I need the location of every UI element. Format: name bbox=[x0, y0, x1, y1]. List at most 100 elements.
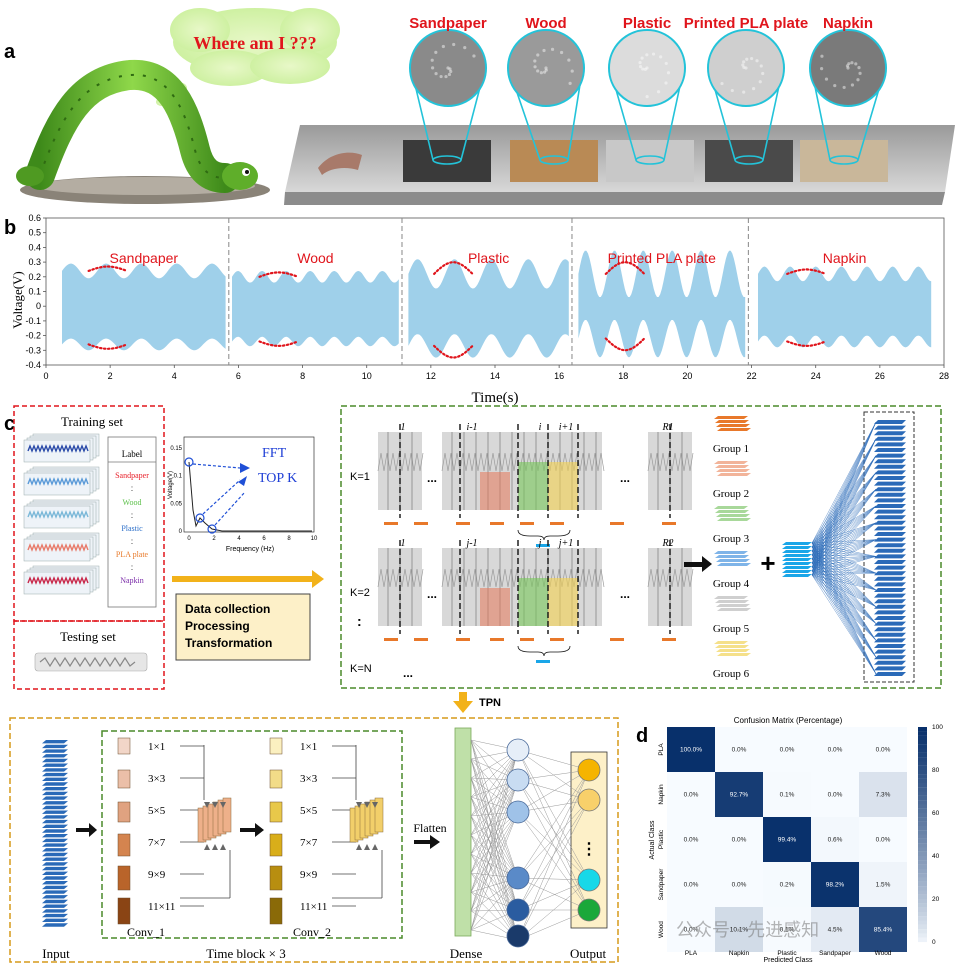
row-ellipsis: ... bbox=[427, 471, 437, 485]
fc-link bbox=[811, 489, 877, 544]
input-sheet bbox=[42, 909, 68, 913]
label-dots: : bbox=[131, 537, 133, 546]
input-sheet bbox=[42, 805, 68, 810]
highlight-current bbox=[518, 462, 548, 510]
texture-speck bbox=[434, 72, 438, 76]
input-sheet bbox=[42, 857, 68, 861]
big-sheet bbox=[874, 436, 906, 441]
colorbar-step bbox=[918, 752, 927, 758]
input-sheet bbox=[42, 852, 68, 857]
stack-signal bbox=[27, 510, 89, 519]
token bbox=[414, 638, 428, 641]
group-arrow bbox=[684, 556, 712, 572]
fc-link bbox=[811, 455, 877, 552]
fc-link bbox=[811, 505, 877, 564]
output-link bbox=[517, 879, 590, 911]
fc-link bbox=[811, 472, 877, 556]
topk-text: TOP K bbox=[258, 471, 297, 486]
output-node bbox=[577, 788, 601, 812]
cm-cell-label: 92.7% bbox=[730, 792, 749, 799]
cm-cell bbox=[667, 862, 715, 907]
cm-cell bbox=[763, 862, 811, 907]
colorbar-step bbox=[918, 894, 927, 900]
kernel-4 bbox=[117, 865, 131, 891]
fc-link bbox=[811, 558, 877, 658]
colorbar-step bbox=[918, 899, 927, 904]
envelope-bottom bbox=[258, 340, 300, 348]
colorbar-step bbox=[918, 800, 927, 805]
merge-arrow bbox=[356, 802, 362, 808]
fft-curve bbox=[188, 461, 312, 532]
envelope-bottom bbox=[87, 343, 129, 350]
colorbar-step bbox=[918, 748, 927, 753]
panel-c-label: c bbox=[4, 413, 15, 435]
colorbar-tick-label: 60 bbox=[932, 810, 940, 817]
stack-signal bbox=[27, 576, 89, 585]
texture-speck bbox=[656, 90, 661, 94]
output-link bbox=[517, 799, 590, 879]
surface-0: Sandpaper bbox=[403, 15, 491, 182]
fc-link bbox=[811, 472, 877, 564]
group-sheet bbox=[714, 596, 748, 599]
cm-cell-label: 0.1% bbox=[780, 927, 795, 934]
xtick-label: 14 bbox=[490, 371, 500, 381]
k-label: K=N bbox=[350, 663, 372, 675]
fc-link bbox=[811, 562, 877, 675]
cm-cell bbox=[667, 907, 715, 952]
fc-link bbox=[811, 421, 877, 564]
dense-layer bbox=[454, 727, 472, 937]
segment-row: K=1 1 i-1 i i+1 R1...... bbox=[350, 422, 694, 547]
texture-speck bbox=[730, 88, 734, 93]
kernel-label: 7×7 bbox=[300, 837, 318, 849]
fc-link bbox=[811, 566, 877, 675]
big-sheet bbox=[874, 464, 906, 469]
input-sheet bbox=[42, 744, 68, 749]
fc-link bbox=[811, 455, 877, 548]
input-sheet bbox=[42, 749, 68, 753]
dense-network: ⋮ bbox=[454, 727, 608, 948]
envelope-top bbox=[786, 268, 827, 275]
dense-link bbox=[470, 777, 519, 879]
fc-link bbox=[811, 558, 877, 641]
cm-cell-label: 0.0% bbox=[876, 747, 891, 754]
colorbar-step bbox=[918, 920, 927, 925]
cm-cell bbox=[859, 727, 907, 772]
panel-b: b Voltage(V) Time(s) 0.6 0.5 0.4 0.3 0.2 0.1 0… bbox=[4, 213, 949, 406]
fc-link bbox=[811, 505, 877, 572]
texture-speck bbox=[536, 53, 540, 57]
fc-link bbox=[811, 574, 877, 675]
ytick-label: -0.3 bbox=[25, 345, 41, 355]
input-sheet bbox=[42, 895, 68, 899]
stack-signal bbox=[27, 477, 89, 486]
texture-speck bbox=[638, 61, 642, 65]
input-sheet bbox=[42, 862, 68, 866]
fc-link bbox=[811, 505, 877, 552]
texture-speck bbox=[850, 61, 854, 65]
big-sheet bbox=[874, 565, 906, 570]
texture-speck bbox=[447, 72, 452, 77]
xtick-label: 28 bbox=[939, 371, 949, 381]
cm-cell-label: 0.0% bbox=[828, 747, 843, 754]
group-sheet bbox=[716, 424, 750, 427]
input-sheet bbox=[42, 801, 68, 805]
label-item: Napkin bbox=[120, 576, 144, 585]
cm-cell-label: 0.1% bbox=[780, 792, 795, 799]
colorbar-step bbox=[918, 821, 927, 826]
texture-speck bbox=[858, 71, 862, 75]
big-sheet bbox=[874, 655, 906, 660]
colorbar-step bbox=[918, 744, 927, 749]
signal-trace bbox=[441, 568, 605, 588]
colorbar-step bbox=[918, 916, 927, 921]
fc-link bbox=[811, 522, 877, 564]
output-link bbox=[517, 769, 590, 813]
texture-speck bbox=[533, 59, 537, 63]
output-link bbox=[517, 799, 590, 941]
highlight-next bbox=[548, 578, 578, 626]
cm-xtick-label: PLA bbox=[685, 950, 698, 957]
input-sheet bbox=[42, 810, 68, 814]
texture-speck bbox=[568, 81, 572, 85]
output-feature-stack bbox=[811, 420, 906, 676]
surface-samples: Sandpaper Wood Plastic Printed PLA plate Nap… bbox=[403, 15, 888, 182]
colorbar-step bbox=[918, 761, 927, 766]
output-link bbox=[517, 749, 590, 771]
